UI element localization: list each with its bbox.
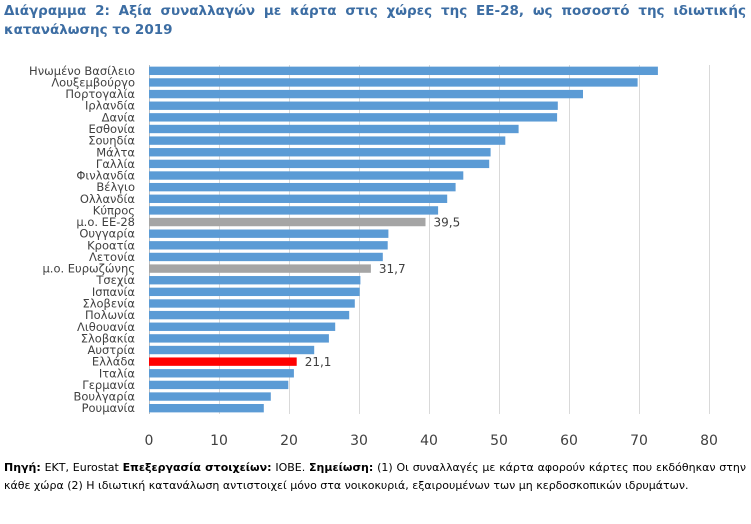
bar-27 [149,380,289,390]
category-label: Εσθονία [88,122,135,136]
bar-25 [149,357,297,366]
gridlines [149,65,710,414]
bar-5 [149,124,519,134]
bar-9 [149,171,464,180]
category-label: Πορτογαλία [65,87,135,101]
bar-1 [149,78,638,87]
bar-28 [149,392,271,401]
bar-18 [149,276,361,285]
bar-6 [149,136,506,145]
bar-8 [149,159,490,169]
processing-text: ΙΟΒΕ. [271,461,310,474]
category-label: Ολλανδία [80,192,136,206]
category-label: Πολωνία [85,308,135,322]
bar-29 [149,404,264,413]
category-label: Σουηδία [88,134,135,148]
bar-19 [149,287,360,297]
bar-11 [149,194,448,203]
source-label: Πηγή: [4,461,41,474]
category-label: μ.ο. Ευρωζώνης [42,262,135,276]
source-text: ΕΚΤ, Eurostat [40,461,123,474]
category-label: Ρουμανία [82,401,136,415]
bar-7 [149,148,491,157]
category-label: Βέλγιο [96,180,135,194]
category-label: Ιρλανδία [85,99,135,113]
note-label: Σημείωση: [309,461,374,474]
bar-4 [149,113,558,122]
category-label: Λετονία [89,250,135,264]
x-axis-tick-labels: 0 10 20 30 40 50 60 70 80 [145,433,718,449]
category-label: Σλοβακία [81,331,136,345]
chart-title: Διάγραμμα 2: Αξία συναλλαγών με κάρτα στ… [4,3,746,38]
bar-2 [149,89,583,99]
category-labels: Ηνωμένο ΒασίλειοΛουξεμβούργοΠορτογαλίαΙρ… [29,64,135,415]
bar-14 [149,229,389,238]
bars [149,66,658,413]
note-text: (1) Οι συναλλαγές με κάρτα αφορούν κάρτε… [4,461,746,492]
bar-22 [149,322,336,331]
x-tick-label: 10 [210,433,228,449]
data-labels: 39,5 31,7 21,1 [305,216,461,370]
bar-21 [149,310,350,320]
category-label: Κροατία [87,238,135,252]
category-label: Κύπρος [93,203,135,217]
category-label: Τσεχία [95,273,135,287]
category-label: Ουγγαρία [79,227,135,241]
bar-15 [149,241,388,250]
data-label: 31,7 [379,262,406,276]
x-tick-label: 80 [700,433,718,449]
category-label: Λουξεμβούργο [51,75,135,89]
bar-17 [149,264,371,273]
bar-12 [149,206,439,215]
category-label: Γερμανία [82,378,135,392]
category-label: Ελλάδα [92,355,135,369]
bar-13 [149,217,426,227]
x-tick-label: 30 [350,433,368,449]
x-tick-label: 60 [560,433,578,449]
category-label: Λιθουανία [77,320,135,334]
data-label: 21,1 [305,355,332,369]
chart-footnote: Πηγή: ΕΚΤ, Eurostat Επεξεργασία στοιχείω… [4,459,746,495]
category-label: Αυστρία [87,343,135,357]
category-label: Φινλανδία [76,169,135,183]
category-label: Δανία [102,110,136,124]
category-label: Γαλλία [96,157,135,171]
category-label: Ισπανία [92,285,135,299]
x-tick-label: 50 [490,433,508,449]
bar-16 [149,252,383,262]
bar-10 [149,182,456,192]
x-tick-label: 0 [145,433,154,449]
category-label: Σλοβενία [82,296,135,310]
category-label: μ.ο. ΕΕ-28 [76,215,135,229]
bar-20 [149,299,355,308]
x-tick-label: 70 [630,433,648,449]
bar-24 [149,345,315,355]
bar-23 [149,334,329,343]
x-tick-label: 40 [420,433,438,449]
bar-0 [149,66,658,76]
x-tick-label: 20 [280,433,298,449]
bar-26 [149,369,294,378]
category-label: Ηνωμένο Βασίλειο [29,64,135,78]
processing-label: Επεξεργασία στοιχείων: [122,461,272,474]
data-label: 39,5 [434,216,461,230]
category-label: Μάλτα [96,145,135,159]
category-label: Ιταλία [99,366,136,380]
bar-3 [149,101,558,110]
category-label: Βουλγαρία [73,390,135,404]
